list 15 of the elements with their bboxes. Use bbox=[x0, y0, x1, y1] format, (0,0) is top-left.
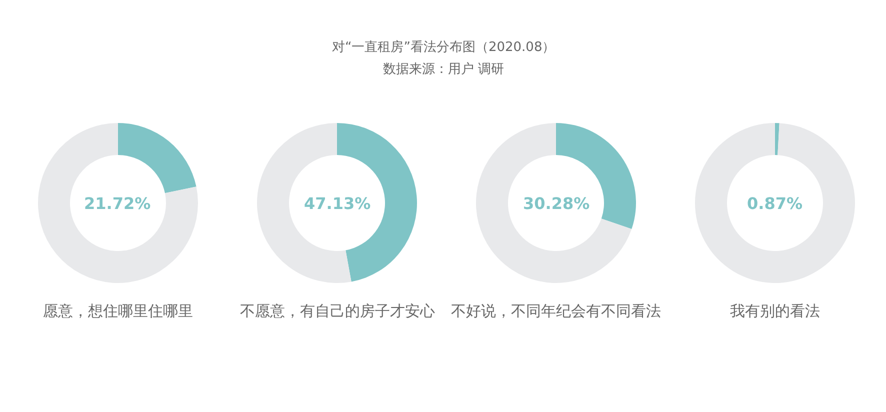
donut-slice bbox=[775, 123, 780, 156]
text: 对“一直租房”看法分布图（2020.08） bbox=[332, 39, 556, 55]
text: 0.87% bbox=[747, 194, 803, 213]
text: 愿意，想住哪里住哪里 bbox=[43, 302, 193, 320]
text: 我有别的看法 bbox=[730, 302, 820, 320]
text: 不好说，不同年纪会有不同看法 bbox=[451, 302, 661, 320]
text: 30.28% bbox=[523, 194, 590, 213]
text: 47.13% bbox=[304, 194, 371, 213]
donut-slice bbox=[476, 123, 632, 283]
donut-slice bbox=[695, 123, 855, 283]
donut-slice bbox=[38, 123, 198, 283]
text: 不愿意，有自己的房子才安心 bbox=[240, 302, 435, 320]
text: 数据来源：用户 调研 bbox=[383, 62, 504, 77]
donut-slice bbox=[118, 123, 196, 194]
text: 21.72% bbox=[84, 194, 151, 213]
